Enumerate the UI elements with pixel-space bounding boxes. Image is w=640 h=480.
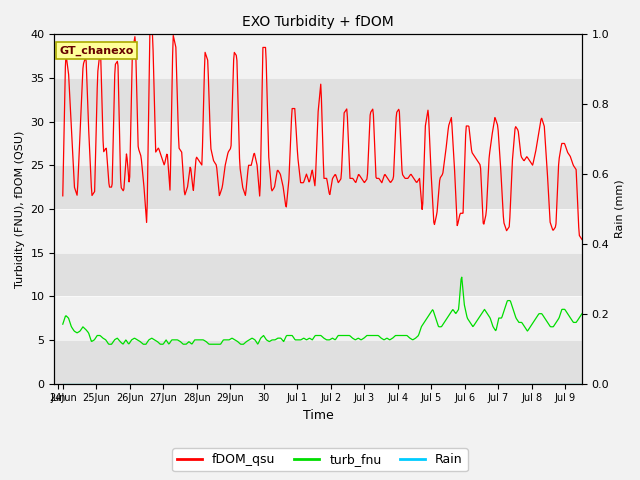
Bar — [54, 209, 582, 252]
turb_fnu — [59, 321, 67, 327]
Rain — [578, 381, 586, 386]
Bar — [54, 35, 582, 78]
Bar — [54, 296, 582, 340]
fDOM_qsu — [91, 189, 99, 194]
fDOM_qsu — [375, 176, 383, 181]
turb_fnu — [453, 309, 461, 314]
turb_fnu — [458, 274, 465, 280]
Legend: fDOM_qsu, turb_fnu, Rain: fDOM_qsu, turb_fnu, Rain — [172, 448, 468, 471]
turb_fnu — [508, 300, 515, 306]
Bar — [54, 121, 582, 165]
Y-axis label: Turbidity (FNU), fDOM (QSU): Turbidity (FNU), fDOM (QSU) — [15, 130, 25, 288]
Line: turb_fnu: turb_fnu — [63, 277, 582, 344]
X-axis label: Time: Time — [303, 409, 333, 422]
fDOM_qsu — [146, 32, 154, 37]
Rain — [452, 381, 460, 386]
Rain — [390, 381, 397, 386]
fDOM_qsu — [507, 200, 515, 206]
turb_fnu — [361, 335, 369, 340]
turb_fnu — [390, 334, 398, 340]
Text: GT_chanexo: GT_chanexo — [60, 46, 134, 56]
Rain — [374, 381, 382, 386]
Rain — [59, 381, 67, 386]
Line: fDOM_qsu: fDOM_qsu — [63, 35, 582, 240]
Rain — [360, 381, 368, 386]
Title: EXO Turbidity + fDOM: EXO Turbidity + fDOM — [243, 15, 394, 29]
fDOM_qsu — [453, 223, 461, 228]
turb_fnu — [105, 341, 113, 347]
Rain — [91, 381, 99, 386]
Rain — [506, 381, 514, 386]
turb_fnu — [375, 333, 383, 338]
fDOM_qsu — [59, 193, 67, 199]
Y-axis label: Rain (mm): Rain (mm) — [615, 180, 625, 238]
turb_fnu — [578, 311, 586, 317]
fDOM_qsu — [390, 159, 398, 165]
fDOM_qsu — [361, 179, 369, 185]
turb_fnu — [91, 336, 99, 342]
fDOM_qsu — [578, 237, 586, 242]
